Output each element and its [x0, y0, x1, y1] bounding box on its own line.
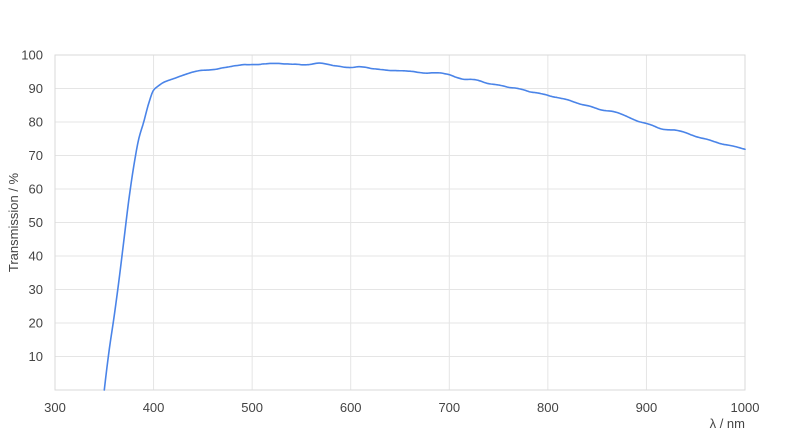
svg-text:40: 40	[29, 249, 43, 264]
svg-text:700: 700	[438, 400, 460, 415]
svg-text:90: 90	[29, 81, 43, 96]
svg-text:70: 70	[29, 148, 43, 163]
svg-text:600: 600	[340, 400, 362, 415]
svg-text:30: 30	[29, 282, 43, 297]
svg-text:10: 10	[29, 349, 43, 364]
svg-text:λ / nm: λ / nm	[710, 416, 745, 431]
svg-text:50: 50	[29, 215, 43, 230]
svg-text:Transmission / %: Transmission / %	[6, 172, 21, 272]
svg-text:800: 800	[537, 400, 559, 415]
svg-text:60: 60	[29, 182, 43, 197]
svg-text:100: 100	[21, 48, 43, 63]
svg-text:300: 300	[44, 400, 66, 415]
svg-text:500: 500	[241, 400, 263, 415]
svg-text:900: 900	[636, 400, 658, 415]
svg-text:80: 80	[29, 115, 43, 130]
svg-text:1000: 1000	[731, 400, 760, 415]
svg-text:20: 20	[29, 316, 43, 331]
svg-text:400: 400	[143, 400, 165, 415]
